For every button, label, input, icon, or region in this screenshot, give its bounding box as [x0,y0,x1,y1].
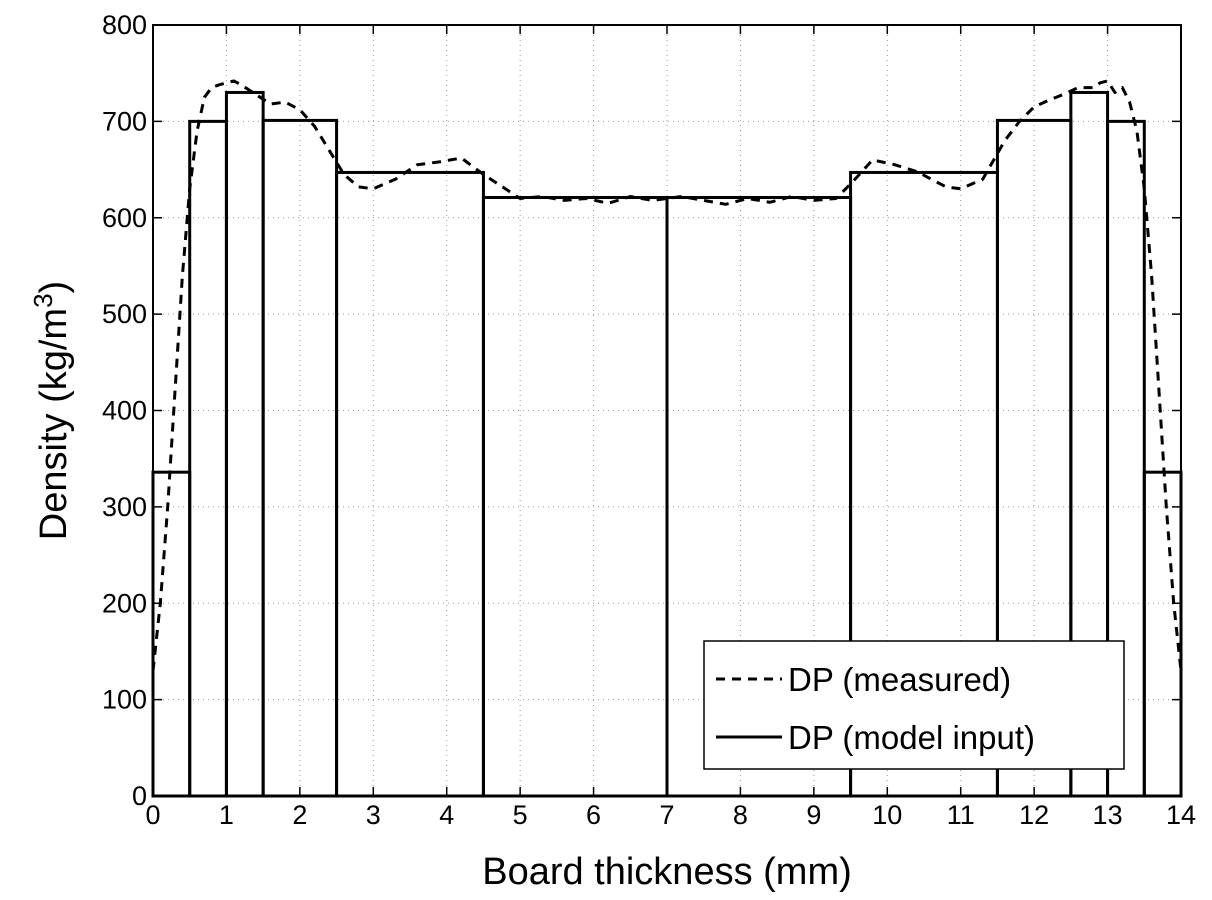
model-input-step [335,170,485,798]
legend-label-measured: DP (measured) [788,661,1011,698]
legend: DP (measured) DP (model input) [703,640,1125,770]
x-tick-label: 9 [806,800,821,830]
model-input-step [1142,470,1183,798]
legend-label-model-input: DP (model input) [788,719,1035,756]
x-tick-label: 8 [733,800,748,830]
model-input-step [188,119,228,798]
x-tick-label: 0 [145,800,160,830]
model-input-step [151,470,192,798]
x-tick-label: 4 [439,800,454,830]
y-tick-label: 300 [102,492,147,522]
y-tick-label: 0 [132,781,147,811]
x-tick-label: 10 [872,800,902,830]
x-tick-label: 3 [366,800,381,830]
legend-box [703,640,1125,770]
measured-density-line [151,79,1183,671]
x-tick-label: 7 [659,800,674,830]
x-tick-label: 14 [1166,800,1196,830]
x-axis-title: Board thickness (mm) [482,851,852,893]
y-tick-label: 200 [102,588,147,618]
y-axis-title: Density (kg/m3) [28,281,75,540]
model-input-step [224,90,265,798]
x-tick-label: 2 [292,800,307,830]
x-tick-label: 6 [586,800,601,830]
x-tick-label: 13 [1093,800,1123,830]
y-axis-title-main: Density (kg/m [33,308,75,540]
measured-series [151,79,1183,671]
y-tick-label: 800 [102,10,147,40]
y-axis-title-superscript: 3 [28,293,58,307]
x-tick-label: 12 [1019,800,1049,830]
axis-ticks: 0 1 2 3 4 5 6 7 8 9 10 11 12 13 1401002003004005006007… [102,10,1196,830]
x-tick-label: 5 [513,800,528,830]
y-tick-label: 400 [102,396,147,426]
x-tick-label: 1 [219,800,234,830]
y-tick-label: 100 [102,685,147,715]
y-axis-title-close: ) [33,281,75,294]
y-tick-label: 500 [102,299,147,329]
model-input-step [261,118,339,798]
y-tick-label: 600 [102,203,147,233]
x-tick-label: 11 [947,800,975,830]
model-input-step [481,196,669,798]
y-tick-label: 700 [102,106,147,136]
